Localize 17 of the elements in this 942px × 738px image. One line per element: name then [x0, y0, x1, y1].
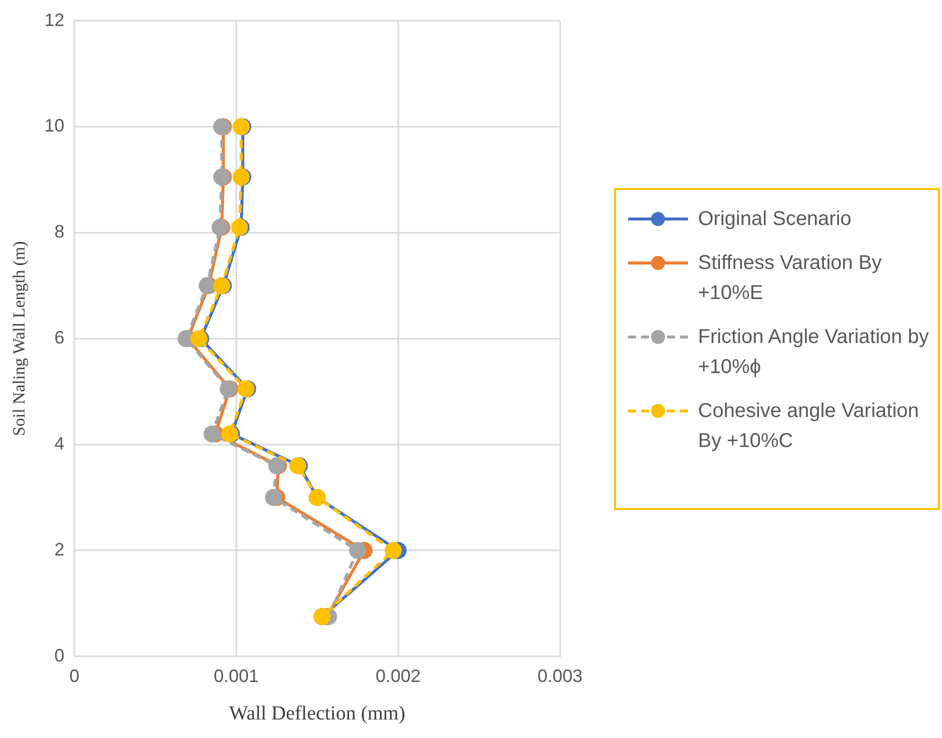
- legend-label: Stiffness Varation By +10%E: [698, 251, 883, 306]
- legend-label: Original Scenario: [698, 207, 852, 232]
- legend-label: Friction Angle Variation by +10%ϕ: [698, 325, 930, 380]
- y-tick-label: 8: [54, 222, 64, 242]
- y-tick-label: 6: [54, 328, 64, 348]
- x-tick-label: 0: [69, 666, 80, 686]
- x-axis-title: Wall Deflection (mm): [229, 702, 406, 724]
- y-tick-label: 12: [44, 10, 64, 30]
- y-tick-label: 2: [54, 539, 64, 560]
- x-tick-label: 0.002: [376, 666, 421, 686]
- y-tick-label: 4: [54, 434, 64, 454]
- legend-label: Cohesive angle Variation By +10%C: [698, 399, 920, 454]
- y-tick-label: 0: [54, 645, 64, 666]
- y-axis-title: Soil Naling Wall Length (m): [10, 241, 29, 436]
- x-tick-label: 0.001: [214, 666, 259, 686]
- x-tick-label: 0.003: [537, 666, 583, 686]
- y-tick-label: 10: [44, 116, 64, 136]
